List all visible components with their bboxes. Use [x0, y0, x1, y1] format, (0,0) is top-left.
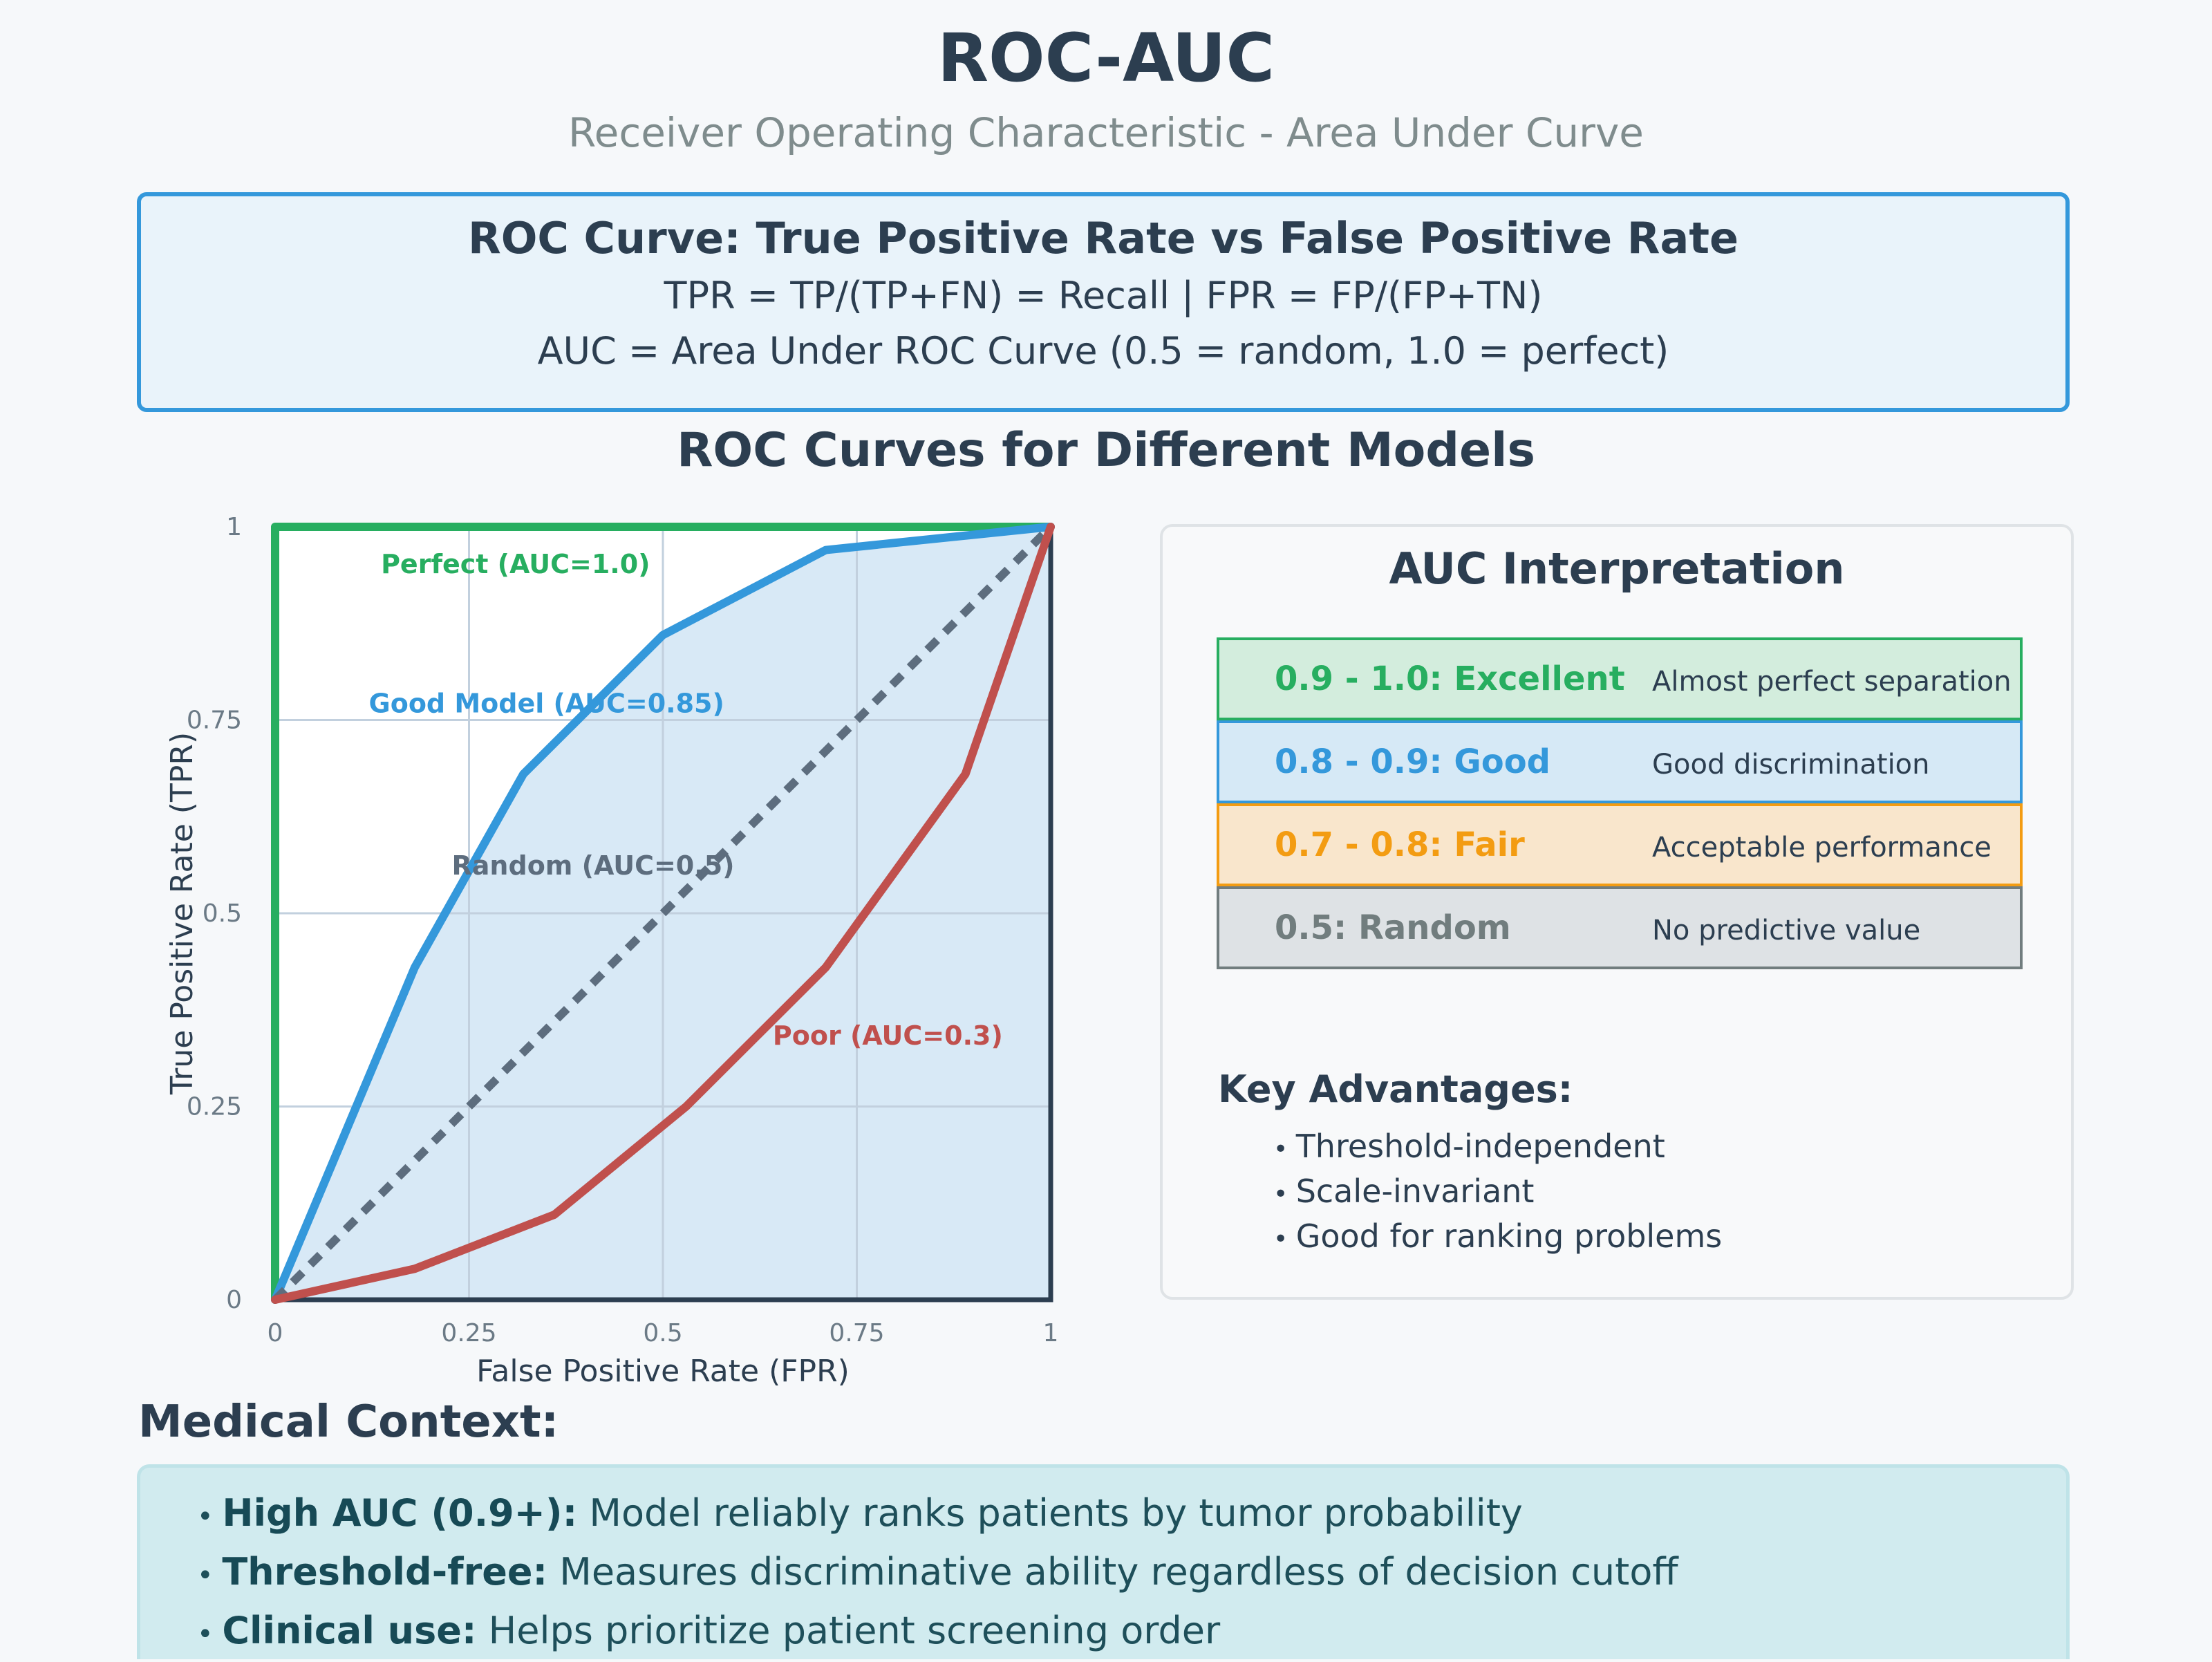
advantages-list: Threshold-independent Scale-invariant Go… — [1273, 1126, 1723, 1260]
interpretation-desc: No predictive value — [1652, 915, 1921, 946]
interpretation-title: AUC Interpretation — [1389, 543, 1845, 594]
interpretation-range: 0.7 - 0.8: Fair — [1275, 825, 1525, 864]
formula-tpr-fpr: TPR = TP/(TP+FN) = Recall | FPR = FP/(FP… — [664, 274, 1543, 317]
series-line-perfect — [271, 523, 1055, 1304]
advantage-item: Scale-invariant — [1273, 1170, 1722, 1215]
series-line-poor — [271, 523, 1055, 1304]
x-tick-label: 0.25 — [441, 1319, 496, 1347]
medical-item-label: High AUC (0.9+): — [222, 1491, 578, 1535]
series-annotation: Good Model (AUC=0.85) — [369, 688, 724, 718]
medical-item: Threshold-free: Measures discriminative … — [197, 1544, 1678, 1603]
x-tick-label: 0 — [268, 1319, 283, 1347]
auc-interpretation-panel: AUC Interpretation 0.9 - 1.0: Excellent … — [1160, 524, 2074, 1300]
medical-item: High AUC (0.9+): Model reliably ranks pa… — [197, 1486, 1678, 1544]
series-line-random — [272, 523, 1054, 1303]
medical-context-box: High AUC (0.9+): Model reliably ranks pa… — [137, 1464, 2070, 1659]
y-axis-label: True Positive Rate (TPR) — [165, 732, 200, 1095]
interpretation-desc: Acceptable performance — [1652, 832, 1991, 863]
medical-item-text: Measures discriminative ability regardle… — [547, 1550, 1678, 1594]
series-annotation: Random (AUC=0.5) — [452, 850, 735, 881]
interpretation-desc: Good discrimination — [1652, 749, 1930, 781]
x-tick-label: 0.75 — [829, 1319, 884, 1347]
interpretation-range: 0.8 - 0.9: Good — [1275, 743, 1551, 781]
medical-context-list: High AUC (0.9+): Model reliably ranks pa… — [197, 1486, 1678, 1662]
page-subtitle: Receiver Operating Characteristic - Area… — [568, 109, 1644, 156]
x-axis-label: False Positive Rate (FPR) — [476, 1354, 850, 1389]
series-annotation: Poor (AUC=0.3) — [773, 1020, 1003, 1051]
interpretation-row-excellent: 0.9 - 1.0: Excellent Almost perfect sepa… — [1217, 637, 2023, 720]
x-tick-label: 1 — [1043, 1319, 1059, 1347]
formula-auc: AUC = Area Under ROC Curve (0.5 = random… — [537, 329, 1669, 373]
series-line-good-model — [271, 523, 1055, 1304]
advantages-title: Key Advantages: — [1218, 1067, 1573, 1111]
y-tick-label: 0.75 — [187, 707, 242, 735]
medical-item-label: Clinical use: — [222, 1609, 477, 1652]
interpretation-row-good: 0.8 - 0.9: Good Good discrimination — [1217, 720, 2023, 803]
formula-box: ROC Curve: True Positive Rate vs False P… — [137, 192, 2070, 412]
page-title: ROC-AUC — [937, 19, 1275, 97]
interpretation-row-fair: 0.7 - 0.8: Fair Acceptable performance — [1217, 803, 2023, 886]
medical-context-title: Medical Context: — [138, 1397, 559, 1448]
formula-heading: ROC Curve: True Positive Rate vs False P… — [467, 213, 1739, 263]
advantage-item: Threshold-independent — [1273, 1126, 1722, 1170]
medical-item: Clinical use: Helps prioritize patient s… — [197, 1603, 1678, 1662]
advantage-item: Good for ranking problems — [1273, 1215, 1723, 1260]
x-tick-label: 0.5 — [643, 1319, 682, 1347]
medical-item-text: Helps prioritize patient screening order — [476, 1609, 1221, 1652]
y-tick-label: 0.25 — [187, 1093, 242, 1121]
interpretation-range: 0.5: Random — [1275, 908, 1511, 947]
y-tick-label: 0 — [226, 1286, 242, 1314]
medical-item-label: Threshold-free: — [222, 1550, 548, 1594]
interpretation-range: 0.9 - 1.0: Excellent — [1275, 660, 1625, 698]
roc-chart: 0 0.25 0.5 0.75 1 0 0.25 0.5 0.75 1 Perfect (AUC=1… — [165, 513, 1059, 1389]
interpretation-desc: Almost perfect separation — [1652, 666, 2012, 698]
y-tick-label: 0.5 — [203, 899, 242, 928]
chart-section-title: ROC Curves for Different Models — [677, 423, 1535, 478]
interpretation-row-random: 0.5: Random No predictive value — [1217, 886, 2023, 969]
y-tick-label: 1 — [226, 513, 242, 541]
medical-item-text: Model reliably ranks patients by tumor p… — [577, 1491, 1523, 1535]
series-annotation: Perfect (AUC=1.0) — [381, 549, 650, 579]
